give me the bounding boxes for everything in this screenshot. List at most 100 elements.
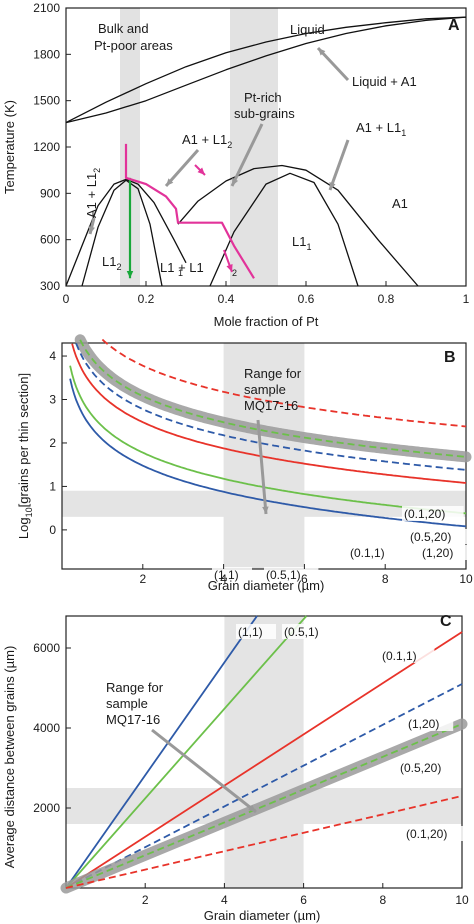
c-xtick-label: 4	[221, 893, 228, 907]
series-liquidus	[65, 16, 467, 124]
panel-b-xlabel: Grain diameter (µm)	[208, 578, 325, 593]
annotation-a1-l12-top-text: A1 + L1	[182, 132, 227, 147]
annotation-pt-rich: Pt-rich	[244, 90, 282, 105]
panel-c: (1,1) (0.5,1) (0.1,1) (1,20) (0.5,20) (0.1,20…	[2, 613, 469, 923]
annotation-liquid-a1: Liquid + A1	[352, 74, 417, 89]
series-label-bg	[398, 760, 460, 775]
series-label-bg	[420, 545, 468, 560]
series-label-b: (0.5,20)	[410, 530, 451, 544]
b-xtick-label: 10	[459, 572, 473, 586]
c-xtick-label: 10	[455, 893, 469, 907]
panel-c-ylabel: Average distance between grains (µm)	[2, 646, 17, 869]
pointer-a1-l12	[164, 149, 200, 187]
annotation-a1: A1	[392, 196, 408, 211]
panel-c-xlabel: Grain diameter (µm)	[204, 908, 321, 923]
series-label-bg	[402, 506, 464, 521]
series-label-bg	[264, 567, 319, 582]
annotation-pt-rich2: sub-grains	[234, 106, 295, 121]
a-ytick-label: 600	[40, 233, 60, 247]
pointer-range-b	[256, 419, 268, 515]
annotation-a1-l12-left-text: A1 + L1	[84, 173, 99, 218]
series-label-c: (0.5,1)	[284, 625, 319, 639]
annotation-a1-l11-text: A1 + L1	[356, 120, 401, 135]
panel-b-ylabel-main: Log	[16, 517, 31, 539]
c-ytick-label: 6000	[33, 641, 60, 655]
b-ytick-label: 2	[49, 436, 56, 450]
pointer-liquid-a1-head	[318, 48, 326, 56]
a-ytick-label: 300	[40, 279, 60, 293]
annotation-range-c1: Range for	[106, 680, 164, 695]
series-c-(0.5,1)	[65, 615, 308, 889]
series-label-b: (0.1,20)	[404, 507, 445, 521]
b-xtick-label: 8	[382, 572, 389, 586]
b-xtick-label: 6	[301, 572, 308, 586]
b-ytick-label: 1	[49, 479, 56, 493]
series-label-bg	[408, 529, 470, 544]
panel-a-letter: A	[448, 17, 460, 34]
b-ytick-label: 3	[49, 393, 56, 407]
shaded-band-a-0	[120, 8, 140, 286]
panel-c-frame	[65, 615, 463, 889]
annotation-a1-l12-top: A1 + L12	[182, 132, 232, 150]
series-label-c: (1,1)	[238, 625, 263, 639]
series-b-(0.5,1)	[69, 365, 467, 515]
panel-b-ylabel-sub: 10	[24, 507, 34, 517]
annotation-l12-text: L1	[102, 254, 116, 269]
annotation-bulk: Bulk and	[98, 21, 149, 36]
annotation-l11-l12: L1 + L1	[160, 260, 204, 275]
series-label-bg	[212, 567, 252, 582]
subscript-2-b: 2	[227, 140, 232, 150]
series-label-bg	[348, 545, 403, 560]
series-b-(0.1,1)	[71, 343, 467, 484]
panel-b-letter: B	[444, 349, 456, 366]
annotation-range-c2: sample	[106, 696, 148, 711]
series-label-c: (0.1,20)	[406, 827, 447, 841]
panel-b: (0.1,20) (0.5,20) (1,20) (0.1,1) (1,1) (0.5,1…	[16, 334, 473, 593]
b-xtick-label: 2	[139, 572, 146, 586]
series-label-b: (1,1)	[214, 568, 239, 582]
series-solidus	[65, 16, 467, 124]
annotation-range-b2: sample	[244, 382, 286, 397]
series-path-magenta	[124, 143, 255, 279]
pointer-a1-l12-left-head	[88, 226, 95, 234]
series-label-b: (0.5,1)	[266, 568, 301, 582]
subscript-2-c: 2	[116, 262, 121, 272]
series-c-(1,20)	[65, 683, 463, 889]
series-label-bg	[404, 826, 466, 841]
series-c-(1,1)	[65, 615, 258, 889]
series-label-c: (0.1,1)	[382, 649, 417, 663]
c-xtick-label: 6	[300, 893, 307, 907]
annotation-range-b1: Range for	[244, 366, 302, 381]
series-label-b: (1,20)	[422, 546, 453, 560]
subscript-2-a: 2	[92, 168, 102, 173]
a-xtick-label: 1	[463, 292, 470, 306]
series-b-(0.1,20)	[101, 338, 467, 428]
annotation-liquid: Liquid	[290, 22, 325, 37]
annotation-l11-l12-sub1: 1	[178, 268, 183, 278]
series-b-(1,20)	[75, 343, 467, 471]
svg-text:A1 + L12: A1 + L12	[84, 168, 102, 218]
series-c-(0.1,20)	[65, 795, 463, 889]
panel-c-letter: C	[440, 613, 452, 630]
magenta-arrow-2-head	[226, 264, 233, 272]
panel-a-ylabel: Temperature (K)	[2, 100, 17, 194]
annotation-a1-l12-left: A1 + L12	[84, 168, 102, 218]
series-b-(1,1)	[69, 378, 467, 528]
a-xtick-label: 0.2	[138, 292, 155, 306]
pointer-range-c-head	[248, 804, 256, 812]
annotation-bulk2: Pt-poor areas	[94, 38, 173, 53]
subscript-1-b: 1	[306, 242, 311, 252]
panel-a-xlabel: Mole fraction of Pt	[214, 314, 319, 329]
annotation-l11-text: L1	[292, 234, 306, 249]
panel-a: 0 0.2 0.4 0.6 0.8 13006009001200150018002100 …	[2, 1, 470, 329]
series-label-c: (0.5,20)	[400, 761, 441, 775]
series-L11-dome-outer	[177, 164, 419, 287]
b-ytick-label: 0	[49, 523, 56, 537]
series-path-green-head	[126, 270, 134, 279]
b-ytick-label: 4	[49, 349, 56, 363]
b-xtick-label: 4	[220, 572, 227, 586]
series-label-b: (0.1,1)	[350, 546, 385, 560]
c-ytick-label: 2000	[33, 801, 60, 815]
pointer-pt-rich	[230, 123, 264, 187]
